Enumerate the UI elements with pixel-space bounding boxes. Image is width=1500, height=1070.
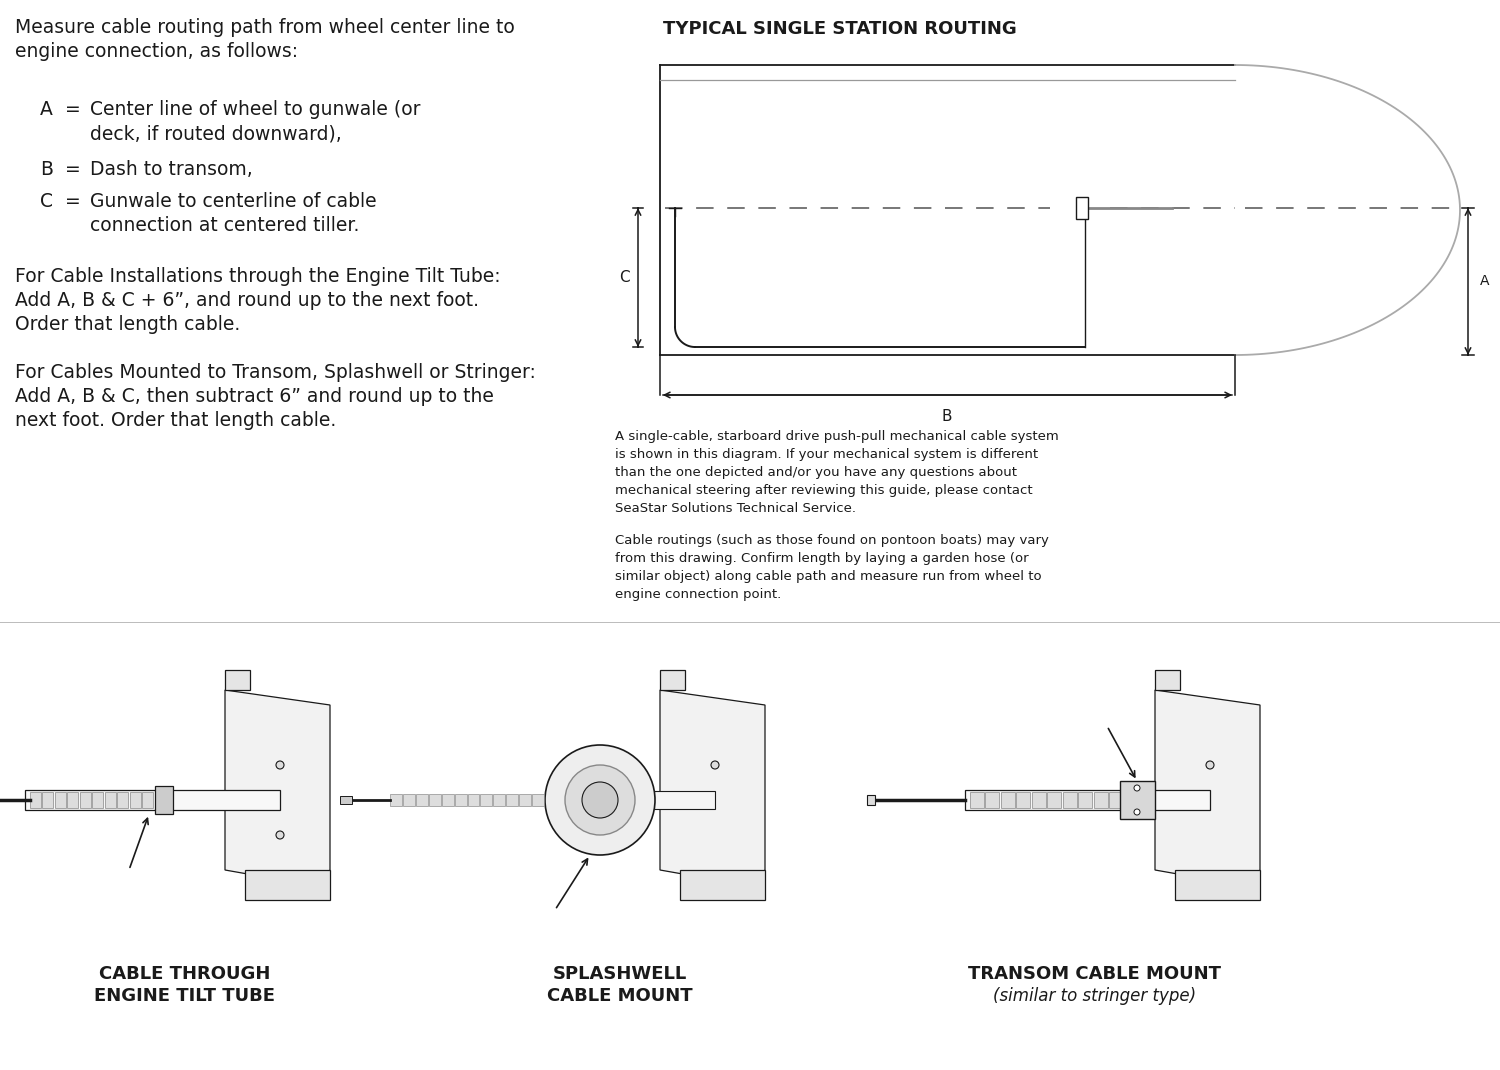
Text: (similar to stringer type): (similar to stringer type): [993, 987, 1197, 1005]
Text: next foot. Order that length cable.: next foot. Order that length cable.: [15, 411, 336, 430]
Bar: [964, 790, 1210, 810]
Text: A single-cable, starboard drive push-pull mechanical cable system: A single-cable, starboard drive push-pul…: [615, 430, 1059, 443]
Bar: [506, 794, 518, 806]
Circle shape: [1134, 809, 1140, 815]
Text: Cable routings (such as those found on pontoon boats) may vary: Cable routings (such as those found on p…: [615, 534, 1048, 547]
Bar: [1047, 792, 1060, 808]
Bar: [42, 792, 52, 808]
Text: connection at centered tiller.: connection at centered tiller.: [90, 216, 360, 235]
Text: deck, if routed downward),: deck, if routed downward),: [90, 124, 342, 143]
Text: =: =: [64, 160, 81, 179]
Text: Add A, B & C, then subtract 6” and round up to the: Add A, B & C, then subtract 6” and round…: [15, 387, 494, 406]
Polygon shape: [225, 670, 251, 690]
Bar: [92, 792, 104, 808]
Text: Center line of wheel to gunwale (or: Center line of wheel to gunwale (or: [90, 100, 420, 119]
Text: =: =: [64, 192, 81, 211]
Bar: [154, 786, 172, 814]
Text: Order that length cable.: Order that length cable.: [15, 315, 240, 334]
Bar: [80, 792, 92, 808]
Bar: [1108, 792, 1124, 808]
Circle shape: [1206, 761, 1214, 769]
Text: similar object) along cable path and measure run from wheel to: similar object) along cable path and mea…: [615, 570, 1041, 583]
Circle shape: [276, 761, 284, 769]
Text: mechanical steering after reviewing this guide, please contact: mechanical steering after reviewing this…: [615, 484, 1032, 496]
Circle shape: [711, 761, 718, 769]
Text: Measure cable routing path from wheel center line to: Measure cable routing path from wheel ce…: [15, 18, 514, 37]
Text: ENGINE TILT TUBE: ENGINE TILT TUBE: [94, 987, 276, 1005]
Bar: [1000, 792, 1016, 808]
Bar: [970, 792, 984, 808]
Text: engine connection point.: engine connection point.: [615, 588, 782, 601]
Text: engine connection, as follows:: engine connection, as follows:: [15, 42, 298, 61]
Polygon shape: [1155, 670, 1180, 690]
Bar: [1016, 792, 1031, 808]
Bar: [519, 794, 531, 806]
Bar: [68, 792, 78, 808]
Text: A: A: [1480, 274, 1490, 288]
Text: C: C: [40, 192, 53, 211]
Text: B: B: [40, 160, 53, 179]
Circle shape: [1134, 785, 1140, 791]
Bar: [986, 792, 999, 808]
Bar: [441, 794, 453, 806]
Text: Gunwale to centerline of cable: Gunwale to centerline of cable: [90, 192, 376, 211]
Text: =: =: [64, 100, 81, 119]
Bar: [30, 792, 40, 808]
Text: TYPICAL SINGLE STATION ROUTING: TYPICAL SINGLE STATION ROUTING: [663, 20, 1017, 39]
Text: TRANSOM CABLE MOUNT: TRANSOM CABLE MOUNT: [969, 965, 1221, 983]
Bar: [494, 794, 506, 806]
Text: C: C: [618, 270, 630, 285]
Text: than the one depicted and/or you have any questions about: than the one depicted and/or you have an…: [615, 467, 1017, 479]
Bar: [117, 792, 128, 808]
Polygon shape: [680, 870, 765, 900]
Bar: [1094, 792, 1108, 808]
Circle shape: [544, 745, 656, 855]
Bar: [142, 792, 153, 808]
Text: CABLE MOUNT: CABLE MOUNT: [548, 987, 693, 1005]
Bar: [429, 794, 441, 806]
Bar: [105, 792, 116, 808]
Text: B: B: [942, 409, 952, 424]
Text: Add A, B & C + 6”, and round up to the next foot.: Add A, B & C + 6”, and round up to the n…: [15, 291, 478, 310]
Bar: [1078, 792, 1092, 808]
Polygon shape: [660, 690, 765, 885]
Bar: [867, 795, 874, 805]
Circle shape: [566, 765, 634, 835]
Text: from this drawing. Confirm length by laying a garden hose (or: from this drawing. Confirm length by lay…: [615, 552, 1029, 565]
Text: SeaStar Solutions Technical Service.: SeaStar Solutions Technical Service.: [615, 502, 856, 515]
Circle shape: [276, 831, 284, 839]
Bar: [480, 794, 492, 806]
Polygon shape: [660, 670, 686, 690]
Text: SPLASHWELL: SPLASHWELL: [554, 965, 687, 983]
Bar: [468, 794, 480, 806]
Text: Dash to transom,: Dash to transom,: [90, 160, 252, 179]
Bar: [56, 792, 66, 808]
Bar: [1064, 792, 1077, 808]
Polygon shape: [244, 870, 330, 900]
Bar: [532, 794, 544, 806]
Bar: [454, 794, 466, 806]
Bar: [130, 792, 141, 808]
Polygon shape: [1174, 870, 1260, 900]
Text: CABLE THROUGH: CABLE THROUGH: [99, 965, 270, 983]
Bar: [416, 794, 428, 806]
Bar: [404, 794, 416, 806]
Bar: [1076, 197, 1088, 219]
Text: For Cables Mounted to Transom, Splashwell or Stringer:: For Cables Mounted to Transom, Splashwel…: [15, 363, 536, 382]
Text: A: A: [40, 100, 53, 119]
Text: is shown in this diagram. If your mechanical system is different: is shown in this diagram. If your mechan…: [615, 448, 1038, 461]
Bar: [26, 790, 280, 810]
Polygon shape: [1155, 690, 1260, 885]
Bar: [634, 791, 716, 809]
Text: For Cable Installations through the Engine Tilt Tube:: For Cable Installations through the Engi…: [15, 268, 501, 286]
Bar: [390, 794, 402, 806]
Bar: [340, 796, 352, 804]
Bar: [1032, 792, 1046, 808]
Bar: [1120, 781, 1155, 819]
Circle shape: [582, 782, 618, 817]
Polygon shape: [225, 690, 330, 885]
